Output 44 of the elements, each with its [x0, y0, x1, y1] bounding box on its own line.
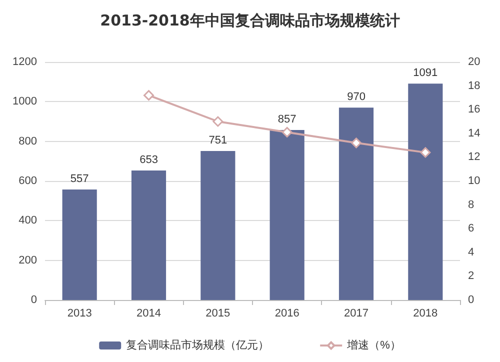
y2-tick-label: 14: [468, 127, 480, 140]
y2-tick-label: 8: [468, 198, 474, 211]
y2-tick-label: 12: [468, 151, 480, 164]
data-label: 970: [347, 91, 366, 104]
y2-tick-label: 18: [468, 80, 480, 92]
y2-tick-label: 16: [468, 104, 480, 116]
y-tick-label: 1200: [12, 56, 37, 68]
y-tick-label: 800: [18, 135, 37, 148]
x-tick-label: 2017: [344, 308, 368, 320]
x-tick-label: 2015: [206, 308, 230, 320]
x-tick-label: 2014: [136, 308, 161, 320]
point: [351, 138, 362, 148]
bar: [131, 170, 166, 300]
point: [282, 126, 292, 138]
bar: [338, 108, 374, 300]
x-tick-label: 2018: [413, 308, 438, 320]
x-tick-label: 2016: [274, 308, 300, 320]
y2-tick-label: 20: [468, 56, 480, 68]
y-tick-label: 600: [18, 175, 37, 187]
point: [212, 116, 224, 127]
legend-label: 增速（%）: [346, 338, 401, 352]
data-label: 653: [140, 154, 158, 166]
bar: [408, 84, 443, 300]
y-tick-label: 0: [30, 294, 37, 306]
bar: [270, 130, 304, 300]
x-tick-label: 2013: [67, 308, 92, 320]
y2-tick-label: 6: [468, 222, 474, 235]
legend-label: 复合调味品市场规模（亿元）: [126, 338, 270, 352]
data-label: 751: [208, 134, 228, 147]
data-label: 857: [278, 114, 296, 126]
point: [420, 147, 431, 158]
bar: [62, 190, 97, 300]
y2-tick-label: 4: [468, 246, 474, 258]
y-tick-label: 1000: [12, 96, 37, 108]
y2-tick-label: 2: [468, 270, 474, 282]
data-label: 557: [70, 173, 89, 186]
y2-tick-label: 0: [468, 294, 474, 306]
y-tick-label: 400: [18, 214, 37, 227]
chart-title: 2013-2018年中国复合调味品市场规模统计: [100, 12, 400, 30]
y-tick-label: 200: [18, 254, 37, 266]
bar: [200, 151, 236, 300]
data-label: 1091: [413, 67, 438, 80]
point: [144, 90, 154, 101]
y2-tick-label: 10: [468, 175, 480, 187]
